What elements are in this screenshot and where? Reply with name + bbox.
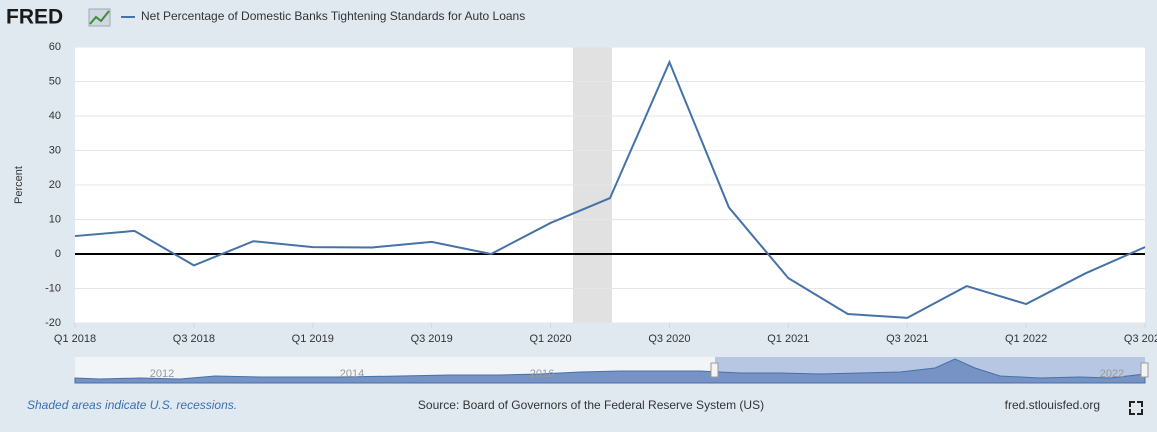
x-tick-label: Q1 2021 xyxy=(767,333,809,345)
x-tick-label: Q1 2018 xyxy=(54,333,96,345)
x-tick-label: Q3 2022 xyxy=(1124,333,1157,345)
y-axis-label: Percent xyxy=(13,166,25,204)
x-tick-label: Q3 2019 xyxy=(411,333,453,345)
site-link[interactable]: fred.stlouisfed.org xyxy=(1005,398,1100,412)
logo-icon xyxy=(88,8,111,27)
x-tick-label: Q3 2021 xyxy=(886,333,928,345)
x-tick-label: Q1 2022 xyxy=(1005,333,1047,345)
navigator-label: 2016 xyxy=(530,368,554,380)
y-tick-label: -10 xyxy=(45,282,61,294)
source: Source: Board of Governors of the Federa… xyxy=(418,398,764,412)
navigator-handle[interactable] xyxy=(1140,362,1149,378)
navigator: 2012 2014 2016 2022 xyxy=(74,357,1149,384)
y-tick-label: -20 xyxy=(45,317,61,329)
navigator-handle[interactable] xyxy=(710,362,719,378)
recession-note[interactable]: Shaded areas indicate U.S. recessions. xyxy=(27,398,237,412)
logo[interactable]: FRED xyxy=(6,6,63,29)
y-tick-label: 60 xyxy=(49,41,61,53)
plot-layer xyxy=(74,46,1146,324)
y-tick-label: 30 xyxy=(49,144,61,156)
x-tick-label: Q3 2018 xyxy=(173,333,215,345)
y-tick-label: 20 xyxy=(49,179,61,191)
y-tick-label: 0 xyxy=(55,248,61,260)
navigator-series xyxy=(74,358,1146,384)
x-tick-label: Q1 2019 xyxy=(292,333,334,345)
y-tick-label: 50 xyxy=(49,75,61,87)
x-tick-label: Q1 2020 xyxy=(529,333,571,345)
y-tick-label: 10 xyxy=(49,213,61,225)
fullscreen-icon[interactable] xyxy=(1129,401,1143,415)
legend-label[interactable]: Net Percentage of Domestic Banks Tighten… xyxy=(141,9,525,23)
series-line xyxy=(74,59,1146,319)
y-tick-label: 40 xyxy=(49,110,61,122)
navigator-label: 2022 xyxy=(1100,368,1124,380)
navigator-label: 2014 xyxy=(340,368,364,380)
x-tick-label: Q3 2020 xyxy=(648,333,690,345)
navigator-label: 2012 xyxy=(150,368,174,380)
